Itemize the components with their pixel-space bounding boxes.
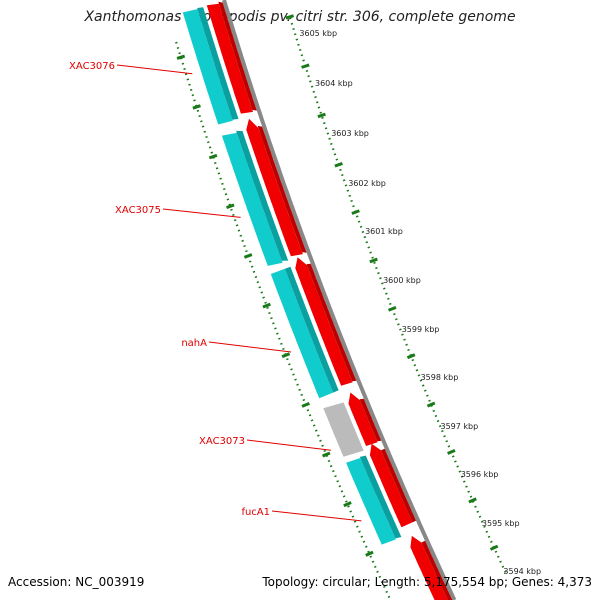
forward-gene-5 [369, 443, 413, 528]
reverse-gene-4 [346, 458, 396, 545]
grey-feature-xac3073 [323, 402, 364, 457]
reverse-gene-3 [270, 268, 334, 399]
scale-ticks: 3605 kbp 3604 kbp 3603 kbp 3602 kbp 3601 kbp… [176, 14, 541, 576]
scale-tick [489, 544, 499, 551]
forward-gene-3 [295, 257, 353, 386]
forward-gene-shade-2 [257, 125, 307, 253]
gene-labels: XAC3076 XAC3075 nahA XAC3073 fucA1 [69, 61, 362, 522]
scale-tick [426, 401, 436, 408]
inner-dotted-track [175, 41, 392, 600]
backbone-line [222, 0, 457, 600]
scale-tick-label: 3602 kbp [348, 179, 386, 188]
scale-tick-label: 3594 kbp [503, 567, 541, 576]
inner-tick [208, 153, 218, 160]
reverse-gene-1 [182, 9, 233, 125]
gene-label-leader [271, 510, 362, 522]
scale-tick [301, 63, 310, 69]
scale-tick-label: 3600 kbp [383, 276, 421, 285]
gene-label-leader [162, 208, 241, 218]
forward-gene-shade-1 [218, 1, 257, 111]
gene-label-naha: nahA [181, 338, 207, 349]
scale-tick-label: 3605 kbp [299, 29, 337, 38]
scale-tick-label: 3603 kbp [331, 129, 369, 138]
inner-tick [343, 501, 352, 508]
gene-label-leader [208, 341, 292, 353]
gene-label-xac3076: XAC3076 [69, 61, 115, 72]
scale-tick-label: 3597 kbp [441, 422, 479, 431]
gene-label-xac3075: XAC3075 [115, 205, 161, 216]
inner-tick [322, 451, 331, 458]
reverse-gene-shade-2 [236, 130, 289, 261]
forward-gene-shade-4 [359, 398, 382, 442]
scale-tick-label: 3601 kbp [365, 227, 403, 236]
gene-label-leader [246, 439, 331, 451]
scale-tick-label: 3604 kbp [315, 79, 353, 88]
forward-gene-shade-6 [421, 540, 453, 600]
inner-tick [281, 352, 291, 359]
topology-stats-text: Topology: circular; Length: 5,175,554 bp… [262, 575, 592, 589]
reverse-gene-2 [221, 132, 283, 266]
gene-features [182, 1, 453, 600]
gene-label-xac3073: XAC3073 [199, 436, 245, 447]
inner-tick [226, 203, 235, 210]
reverse-gene-shade-4 [359, 455, 402, 539]
reverse-gene-shade-3 [284, 266, 339, 393]
inner-tick [262, 302, 271, 309]
forward-gene-shade-5 [381, 448, 416, 523]
reverse-gene-shade-1 [197, 7, 239, 120]
scale-tick [317, 112, 326, 119]
inner-tick [301, 401, 310, 408]
scale-tick-label: 3596 kbp [461, 470, 499, 479]
scale-tick-label: 3598 kbp [421, 373, 459, 382]
inner-tick [192, 104, 201, 110]
forward-gene-shade-3 [306, 263, 357, 382]
inner-tick [176, 54, 186, 60]
scale-tick-label: 3595 kbp [482, 519, 520, 528]
scale-tick [468, 497, 477, 504]
outer-dotted-track [289, 17, 508, 575]
scale-tick [351, 209, 360, 215]
gene-label-fuca1: fucA1 [241, 507, 270, 518]
scale-tick-label: 3599 kbp [402, 325, 440, 334]
inner-tick [365, 550, 374, 557]
forward-gene-2 [246, 118, 303, 257]
accession-text: Accession: NC_003919 [8, 575, 145, 589]
scale-tick [285, 14, 295, 20]
scale-tick [387, 305, 397, 312]
forward-gene-1 [206, 3, 253, 114]
scale-tick [369, 257, 378, 264]
dotted-scale-tracks [175, 17, 508, 600]
scale-tick [334, 162, 343, 168]
genome-backbone [222, 0, 457, 600]
forward-gene-6 [410, 535, 448, 600]
gene-label-leader [116, 64, 193, 75]
forward-gene-4 [348, 392, 378, 446]
scale-tick [447, 448, 456, 455]
scale-tick [406, 353, 416, 360]
inner-tick [243, 253, 253, 259]
